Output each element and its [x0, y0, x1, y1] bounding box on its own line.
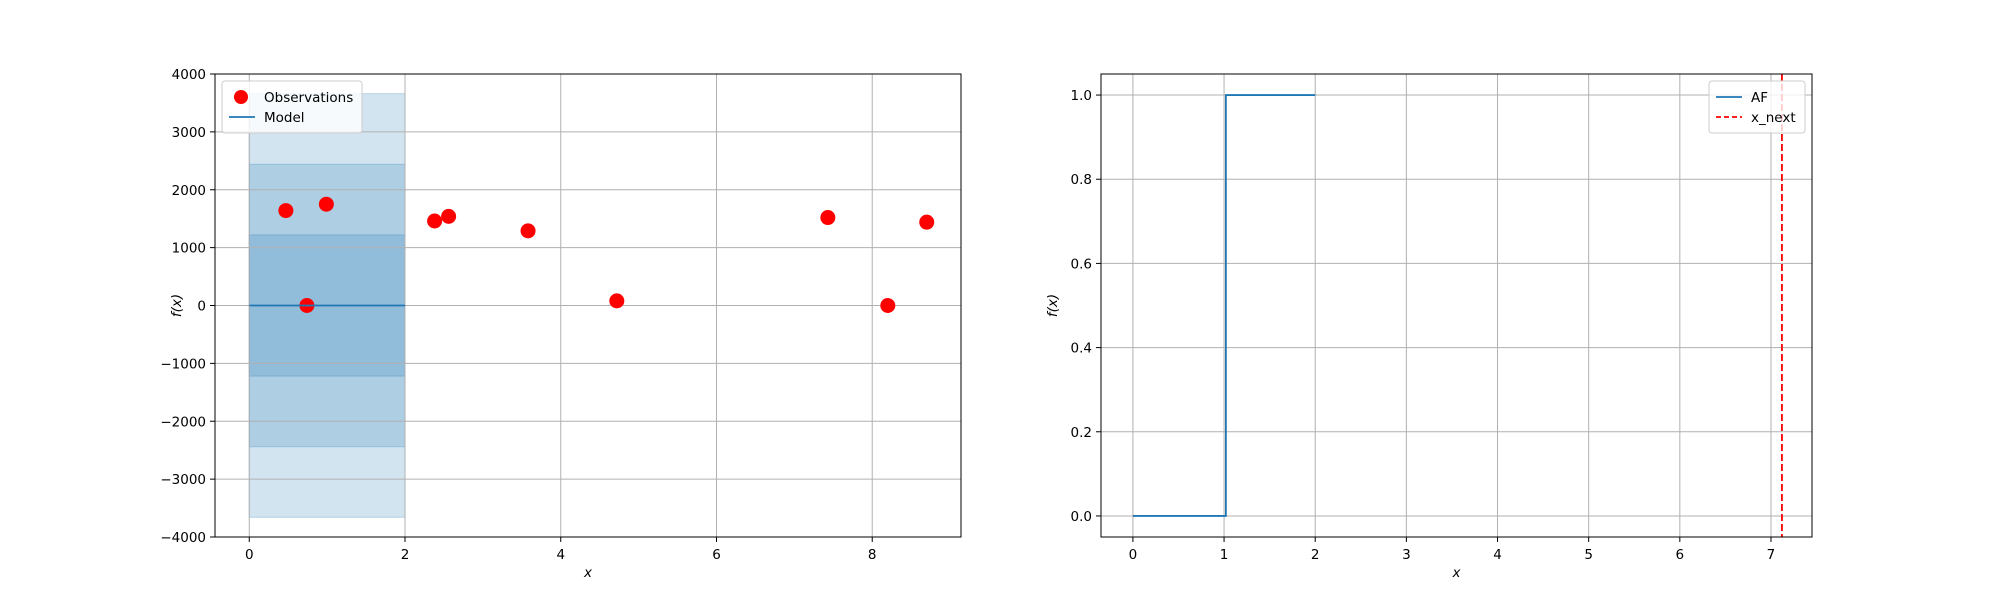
x-tick-label: 2 [1311, 547, 1320, 563]
y-tick-label: −2000 [160, 414, 206, 430]
legend: AF x_next [1708, 80, 1806, 134]
left-plot: 0 2 4 6 8 −4000 −3000 −2000 −1000 0 1000 2000 3000 40… [160, 67, 962, 581]
x-tick-label: 3 [1402, 547, 1411, 563]
legend: Observations Model [221, 80, 363, 134]
y-axis-label: f(x) [169, 294, 185, 317]
right-plot: 0 1 2 3 4 5 6 7 0.0 0.2 0.4 0.6 0.8 1.0 x f(x) AF x_next [1045, 73, 1813, 581]
y-tick-label: −3000 [160, 472, 206, 488]
y-axis-label: f(x) [1045, 294, 1061, 317]
observation-point [820, 210, 836, 226]
y-tick-label: 0.4 [1071, 341, 1092, 357]
x-tick-label: 4 [556, 547, 565, 563]
observation-point [318, 196, 334, 212]
observation-point [919, 214, 935, 230]
observation-point [278, 203, 294, 219]
x-axis-label: x [583, 565, 593, 581]
y-tick-label: 0.2 [1071, 425, 1092, 441]
legend-label: x_next [1751, 110, 1796, 126]
observation-point [520, 223, 536, 239]
x-tick-label: 2 [401, 547, 410, 563]
x-tick-label: 4 [1493, 547, 1502, 563]
y-tick-label: 0.8 [1071, 172, 1092, 188]
y-tick-label: 0 [197, 299, 206, 315]
y-tick-label: −4000 [160, 530, 206, 546]
x-tick-label: 6 [712, 547, 721, 563]
legend-box [1708, 80, 1806, 134]
y-tick-label: 0.0 [1071, 509, 1092, 525]
observation-point [880, 298, 896, 313]
legend-box [221, 80, 363, 134]
series-line-af [1132, 94, 1316, 517]
y-tick-label: −1000 [160, 356, 206, 372]
y-tick-label: 4000 [172, 67, 206, 83]
x-tick-label: 0 [245, 547, 254, 563]
x-tick-label: 0 [1129, 547, 1138, 563]
legend-label: Model [264, 110, 305, 126]
legend-label: AF [1751, 90, 1768, 106]
x-tick-label: 6 [1676, 547, 1685, 563]
x-tick-label: 5 [1584, 547, 1593, 563]
x-axis-label: x [1452, 565, 1462, 581]
y-tick-label: 1000 [172, 241, 206, 257]
x-tick-label: 1 [1220, 547, 1229, 563]
observation-point [427, 213, 443, 229]
y-tick-label: 2000 [172, 183, 206, 199]
legend-label: Observations [264, 90, 353, 106]
axes-frame [1100, 73, 1813, 538]
y-tick-label: 3000 [172, 125, 206, 141]
observation-point [441, 208, 457, 224]
x-tick-label: 8 [868, 547, 877, 563]
legend-marker-observations [234, 90, 248, 104]
x-tick-label: 7 [1767, 547, 1776, 563]
y-tick-label: 0.6 [1071, 256, 1092, 272]
y-tick-label: 1.0 [1071, 88, 1092, 104]
observation-point [609, 293, 625, 309]
